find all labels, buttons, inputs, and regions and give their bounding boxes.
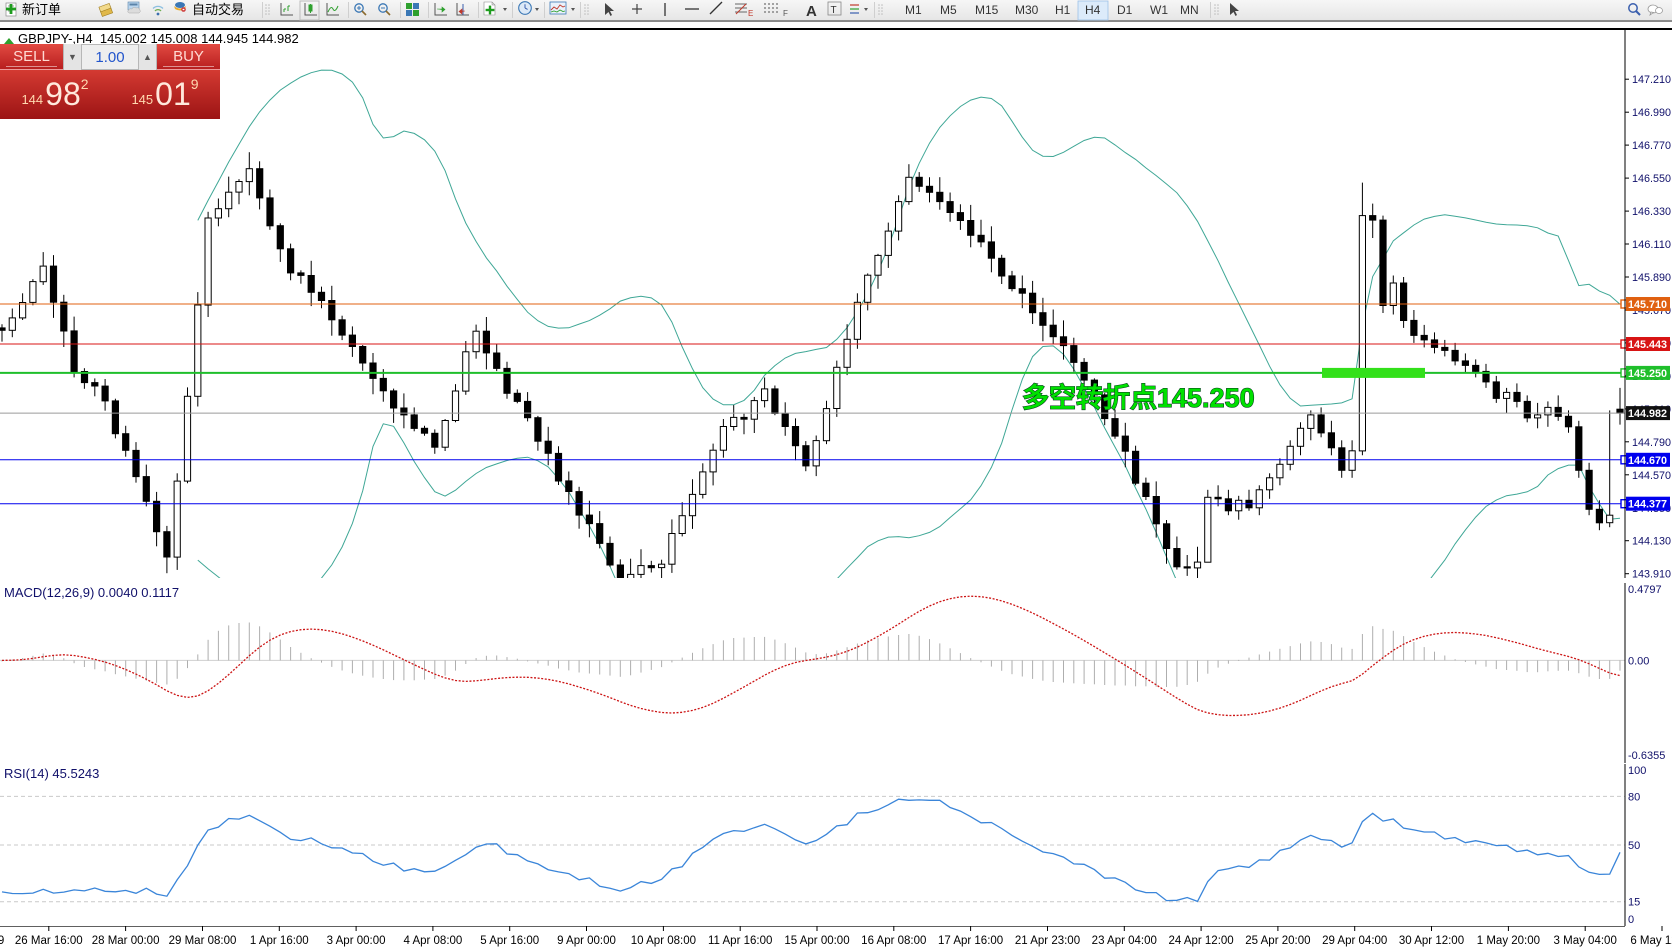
svg-text:H4: H4 — [1085, 3, 1101, 17]
svg-text:29 Apr 04:00: 29 Apr 04:00 — [1322, 935, 1387, 947]
svg-text:T: T — [831, 5, 837, 16]
svg-text:0: 0 — [1628, 914, 1634, 926]
svg-text:E: E — [748, 9, 753, 18]
svg-text:144.570: 144.570 — [1632, 470, 1671, 482]
svg-text:16 Apr 08:00: 16 Apr 08:00 — [861, 935, 926, 947]
svg-text:144.982: 144.982 — [1628, 408, 1667, 420]
svg-text:144.377: 144.377 — [1628, 499, 1667, 511]
svg-text:1 May 20:00: 1 May 20:00 — [1477, 935, 1540, 947]
svg-text:146.550: 146.550 — [1632, 173, 1671, 185]
svg-text:0.4797: 0.4797 — [1628, 584, 1662, 596]
svg-text:146.110: 146.110 — [1632, 239, 1671, 251]
svg-text:17 Apr 16:00: 17 Apr 16:00 — [938, 935, 1003, 947]
svg-text:145.250: 145.250 — [1628, 368, 1667, 380]
svg-text:M5: M5 — [940, 3, 957, 17]
svg-text:23 Apr 04:00: 23 Apr 04:00 — [1092, 935, 1157, 947]
svg-text:MACD(12,26,9) 0.0040 0.1117: MACD(12,26,9) 0.0040 0.1117 — [4, 585, 179, 600]
svg-text:A: A — [806, 3, 817, 20]
svg-text:3 May 04:00: 3 May 04:00 — [1554, 935, 1617, 947]
svg-text:-0.6355: -0.6355 — [1628, 750, 1665, 762]
svg-text:146.990: 146.990 — [1632, 107, 1671, 119]
svg-text:145.443: 145.443 — [1628, 339, 1667, 351]
svg-text:29 Mar 08:00: 29 Mar 08:00 — [169, 935, 237, 947]
svg-text:H1: H1 — [1055, 3, 1071, 17]
svg-text:MN: MN — [1180, 3, 1199, 17]
svg-text:多空转折点145.250: 多空转折点145.250 — [1022, 382, 1255, 413]
svg-text:15 Apr 00:00: 15 Apr 00:00 — [784, 935, 849, 947]
svg-text:3 Apr 00:00: 3 Apr 00:00 — [327, 935, 386, 947]
svg-text:6 May 12:00: 6 May 12:00 — [1630, 935, 1672, 947]
svg-text:W1: W1 — [1150, 3, 1168, 17]
svg-text:144.790: 144.790 — [1632, 437, 1671, 449]
svg-text:1 Apr 16:00: 1 Apr 16:00 — [250, 935, 309, 947]
svg-text:F: F — [783, 9, 788, 18]
svg-text:D1: D1 — [1117, 3, 1133, 17]
svg-text:新订单: 新订单 — [22, 2, 61, 17]
svg-text:144.670: 144.670 — [1628, 455, 1667, 467]
svg-text:24 Apr 12:00: 24 Apr 12:00 — [1168, 935, 1233, 947]
svg-text:100: 100 — [1628, 765, 1646, 777]
svg-text:M1: M1 — [905, 3, 922, 17]
svg-text:50: 50 — [1628, 840, 1640, 852]
svg-text:10 Apr 08:00: 10 Apr 08:00 — [631, 935, 696, 947]
svg-text:144.130: 144.130 — [1632, 536, 1671, 548]
svg-text:5 Apr 16:00: 5 Apr 16:00 — [480, 935, 539, 947]
svg-text:4 Apr 08:00: 4 Apr 08:00 — [403, 935, 462, 947]
svg-text:25 Apr 20:00: 25 Apr 20:00 — [1245, 935, 1310, 947]
svg-text:147.210: 147.210 — [1632, 74, 1671, 86]
svg-text:9 Apr 00:00: 9 Apr 00:00 — [557, 935, 616, 947]
svg-text:145.710: 145.710 — [1628, 299, 1667, 311]
svg-text:26 Mar 16:00: 26 Mar 16:00 — [15, 935, 83, 947]
svg-text:M30: M30 — [1015, 3, 1039, 17]
svg-text:146.770: 146.770 — [1632, 140, 1671, 152]
svg-text:28 Mar 00:00: 28 Mar 00:00 — [92, 935, 160, 947]
svg-text:自动交易: 自动交易 — [192, 2, 244, 17]
svg-text:15: 15 — [1628, 897, 1640, 909]
svg-text:21 Apr 23:00: 21 Apr 23:00 — [1015, 935, 1080, 947]
svg-text:143.910: 143.910 — [1632, 569, 1671, 578]
svg-text:25 Mar 2019: 25 Mar 2019 — [0, 935, 4, 947]
svg-text:RSI(14) 45.5243: RSI(14) 45.5243 — [4, 766, 99, 781]
svg-text:M15: M15 — [975, 3, 999, 17]
svg-text:80: 80 — [1628, 791, 1640, 803]
svg-text:0.00: 0.00 — [1628, 655, 1649, 667]
svg-text:146.330: 146.330 — [1632, 206, 1671, 218]
svg-text:145.890: 145.890 — [1632, 272, 1671, 284]
svg-text:30 Apr 12:00: 30 Apr 12:00 — [1399, 935, 1464, 947]
svg-text:11 Apr 16:00: 11 Apr 16:00 — [708, 935, 772, 947]
